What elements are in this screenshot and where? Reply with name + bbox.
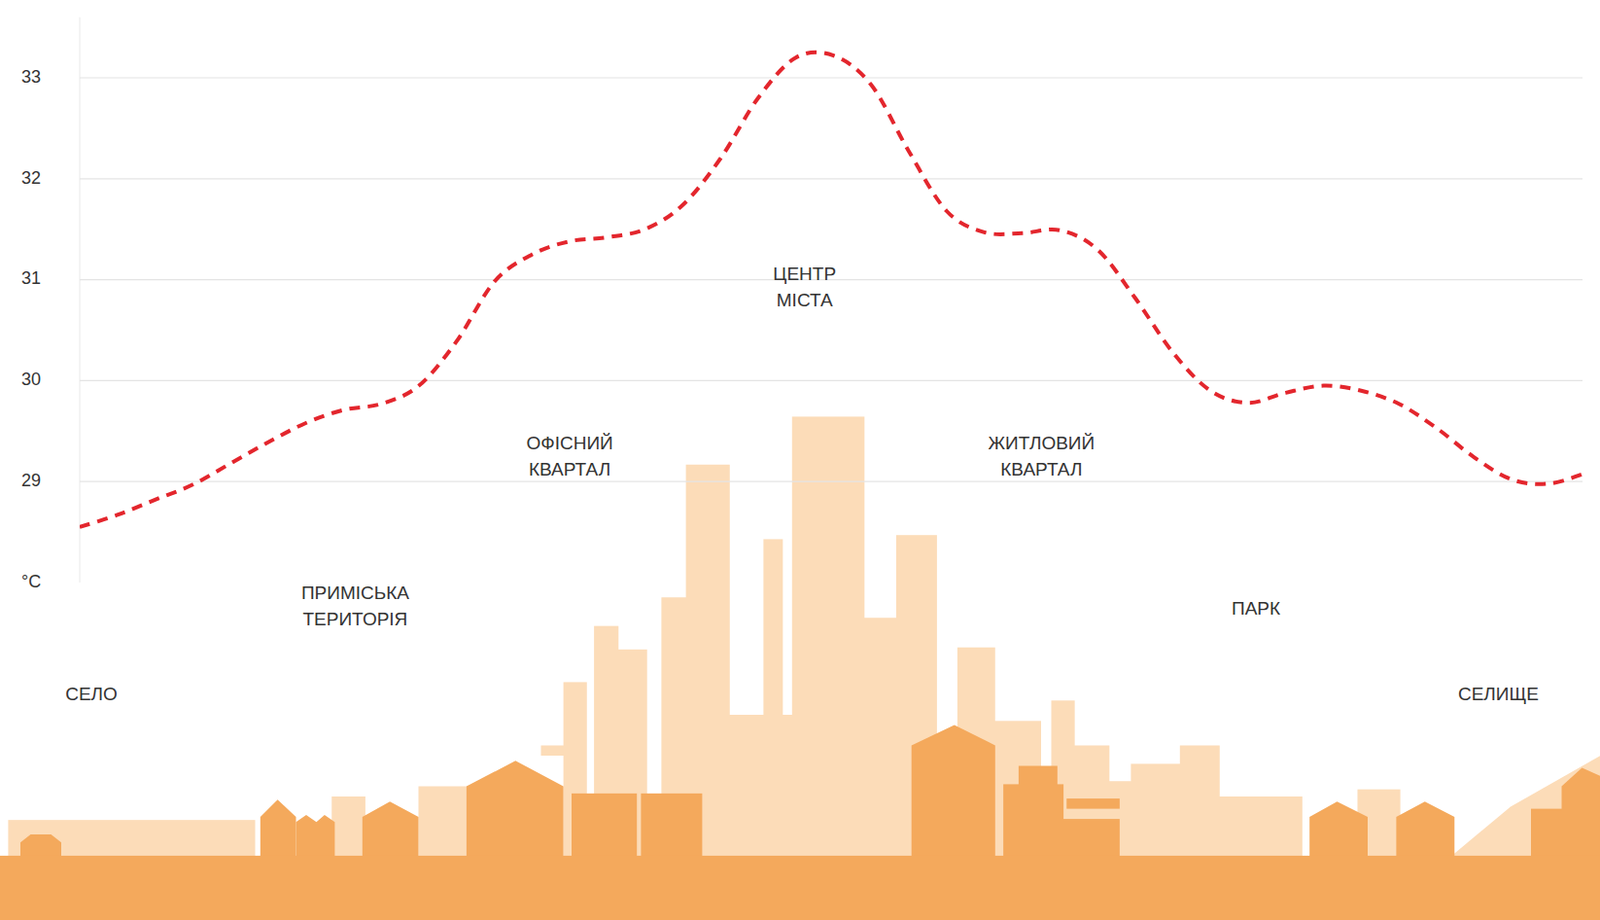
category-label: ПРИМІСЬКА ТЕРИТОРІЯ <box>301 582 410 629</box>
building <box>20 834 62 858</box>
category-label-line: СЕЛИЩЕ <box>1458 683 1539 704</box>
category-label: ОФІСНИЙ КВАРТАЛ <box>525 432 613 480</box>
building <box>1530 808 1565 858</box>
grid <box>79 77 1583 482</box>
y-axis-label: °C <box>21 571 41 592</box>
building <box>1130 763 1181 858</box>
page: {"chart_data": {"type": "line", "y_label… <box>0 0 1600 920</box>
category-label-line: СЕЛО <box>65 683 118 704</box>
building <box>1003 783 1064 858</box>
building <box>1449 755 1600 858</box>
grid-line <box>79 177 1583 179</box>
building <box>466 760 564 858</box>
category-label: СЕЛИЩЕ <box>1458 683 1539 704</box>
y-axis-line <box>79 17 81 583</box>
building <box>1395 800 1455 858</box>
building <box>763 538 783 858</box>
building <box>911 725 996 859</box>
building <box>792 416 866 858</box>
y-tick-label: 31 <box>21 268 41 288</box>
grid-line <box>79 380 1583 382</box>
y-tick-label: 33 <box>21 67 41 87</box>
chart: 29 30 31 32 33 °C СЕЛО ПРИМІСЬКА ТЕРИТОРІЯ ОФІСНИ… <box>0 0 1600 920</box>
building <box>331 796 366 858</box>
y-tick-label: 30 <box>21 369 41 389</box>
category-label-line: ЦЕНТР <box>772 263 836 284</box>
category-label: ЦЕНТР МІСТА <box>772 263 836 311</box>
plot-area <box>79 52 1588 527</box>
building <box>1218 796 1303 858</box>
category-label-line: КВАРТАЛ <box>528 458 611 480</box>
category-label-line: ТЕРИТОРІЯ <box>303 608 409 629</box>
building <box>1562 767 1600 858</box>
category-label: ЖИТЛОВИЙ КВАРТАЛ <box>988 432 1096 480</box>
category-label-line: ОФІСНИЙ <box>525 432 613 453</box>
ground <box>0 855 1600 920</box>
building <box>571 793 637 858</box>
building <box>7 819 255 858</box>
category-label: ПАРК <box>1231 597 1281 619</box>
building <box>418 786 471 859</box>
category-label-line: ЖИТЛОВИЙ <box>988 432 1096 453</box>
y-tick-label: 29 <box>21 470 41 490</box>
grid-line <box>79 481 1583 483</box>
building <box>296 814 336 858</box>
building <box>1066 798 1120 809</box>
temperature-line <box>79 52 1588 527</box>
category-label-line: ПАРК <box>1231 597 1281 619</box>
y-tick-label: 32 <box>21 168 41 188</box>
building <box>1180 745 1220 859</box>
building <box>260 799 297 858</box>
building <box>362 800 419 858</box>
category-label-line: МІСТА <box>776 289 834 311</box>
building <box>1018 765 1058 787</box>
building <box>541 745 573 757</box>
category-label: СЕЛО <box>65 683 118 704</box>
grid-line <box>79 76 1583 78</box>
skyline <box>0 416 1600 920</box>
building <box>640 793 702 858</box>
building <box>729 714 766 858</box>
category-label-line: ПРИМІСЬКА <box>301 582 410 603</box>
category-label-line: КВАРТАЛ <box>1000 458 1082 480</box>
building <box>1061 818 1120 858</box>
building <box>863 617 899 858</box>
building <box>1309 800 1368 858</box>
